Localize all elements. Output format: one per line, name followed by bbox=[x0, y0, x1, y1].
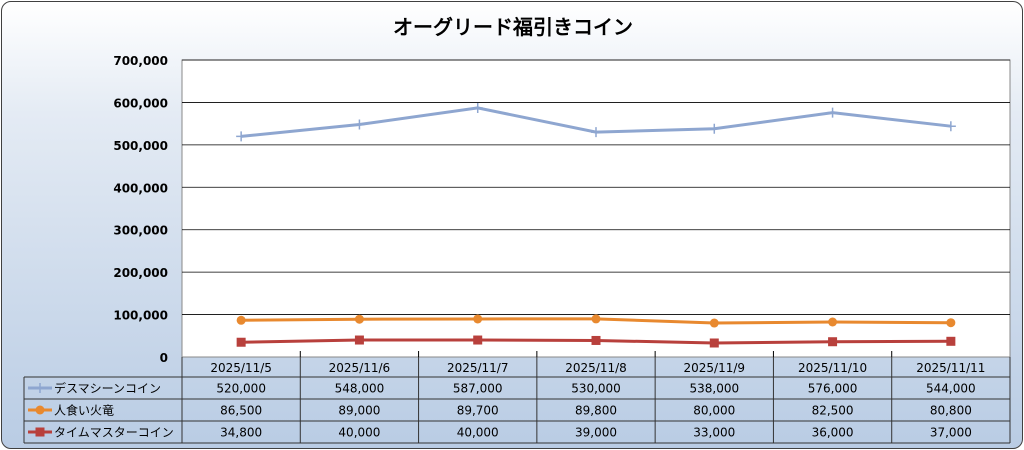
legend-label: デスマシーンコイン bbox=[54, 381, 161, 396]
data-point bbox=[828, 317, 838, 327]
y-tick-label: 100,000 bbox=[113, 309, 168, 323]
data-label: 33,000 bbox=[693, 426, 735, 440]
data-label: 530,000 bbox=[571, 382, 621, 396]
data-label: 544,000 bbox=[926, 382, 976, 396]
data-point bbox=[591, 127, 601, 138]
chart-title: オーグリード福引きコイン bbox=[393, 15, 633, 39]
x-tick-label: 2025/11/10 bbox=[798, 361, 867, 375]
y-tick-label: 500,000 bbox=[113, 139, 168, 153]
y-tick-label: 700,000 bbox=[113, 54, 168, 68]
data-label: 89,700 bbox=[457, 404, 499, 418]
data-point bbox=[945, 121, 956, 132]
data-point bbox=[828, 337, 838, 347]
data-point bbox=[354, 119, 365, 130]
data-point bbox=[946, 336, 956, 346]
y-tick-label: 400,000 bbox=[113, 181, 168, 195]
data-label: 39,000 bbox=[575, 426, 617, 440]
data-label: 576,000 bbox=[808, 382, 858, 396]
data-point bbox=[236, 131, 247, 142]
data-label: 82,500 bbox=[812, 404, 854, 418]
plot-area bbox=[181, 59, 1011, 358]
data-point bbox=[946, 318, 956, 328]
data-label: 89,000 bbox=[338, 404, 380, 418]
x-tick-label: 2025/11/11 bbox=[916, 361, 985, 375]
y-tick-label: 200,000 bbox=[113, 266, 168, 280]
data-label: 80,800 bbox=[930, 404, 972, 418]
data-point bbox=[473, 314, 483, 324]
data-point bbox=[354, 335, 364, 345]
x-tick-label: 2025/11/8 bbox=[565, 361, 627, 375]
x-tick-label: 2025/11/6 bbox=[329, 361, 391, 375]
data-label: 40,000 bbox=[457, 426, 499, 440]
data-point bbox=[472, 102, 483, 113]
legend-marker bbox=[35, 405, 45, 415]
y-tick-label: 0 bbox=[160, 351, 168, 365]
data-label: 34,800 bbox=[220, 426, 262, 440]
data-point bbox=[473, 335, 483, 345]
data-point bbox=[236, 315, 246, 325]
data-point bbox=[236, 337, 246, 347]
legend-marker bbox=[35, 383, 45, 393]
data-label: 86,500 bbox=[220, 404, 262, 418]
data-point bbox=[354, 314, 364, 324]
data-label: 36,000 bbox=[812, 426, 854, 440]
legend-label: 人食い火竜 bbox=[54, 403, 114, 418]
data-point bbox=[709, 338, 719, 348]
x-tick-label: 2025/11/5 bbox=[210, 361, 272, 375]
data-label: 587,000 bbox=[453, 382, 503, 396]
data-label: 89,800 bbox=[575, 404, 617, 418]
legend-label: タイムマスターコイン bbox=[54, 426, 174, 440]
data-point bbox=[709, 123, 720, 134]
y-tick-label: 300,000 bbox=[113, 224, 168, 238]
x-tick-label: 2025/11/7 bbox=[447, 361, 509, 375]
y-tick-label: 600,000 bbox=[113, 96, 168, 110]
data-label: 37,000 bbox=[930, 426, 972, 440]
data-point bbox=[709, 318, 719, 328]
data-point bbox=[827, 107, 838, 118]
data-label: 520,000 bbox=[216, 382, 266, 396]
data-label: 548,000 bbox=[335, 382, 385, 396]
data-label: 538,000 bbox=[689, 382, 739, 396]
legend-marker bbox=[35, 427, 45, 437]
data-point bbox=[591, 335, 601, 345]
data-point bbox=[591, 314, 601, 324]
data-label: 40,000 bbox=[338, 426, 380, 440]
data-label: 80,000 bbox=[693, 404, 735, 418]
x-tick-label: 2025/11/9 bbox=[684, 361, 746, 375]
